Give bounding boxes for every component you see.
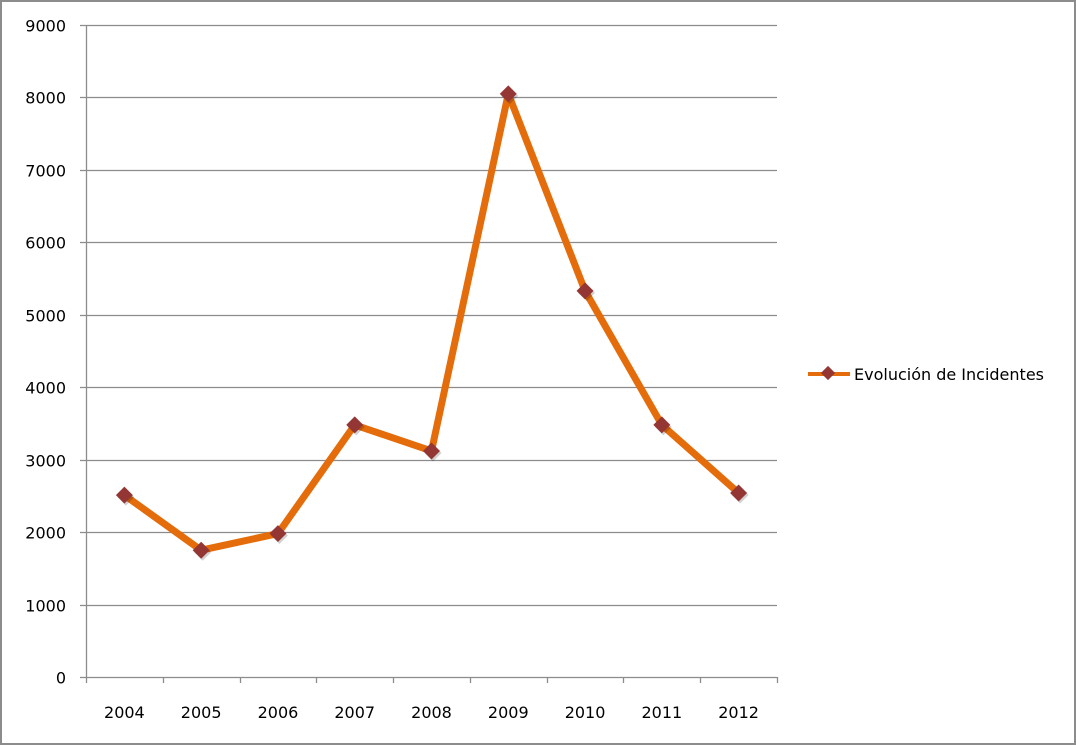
diamond-marker-icon [115,486,133,504]
x-tick-label: 2004 [104,703,145,722]
y-tick-label: 6000 [25,234,66,253]
y-tick-label: 1000 [25,597,66,616]
y-axis: 0 1000 2000 3000 4000 5000 6000 7000 8000 9000 [25,17,88,688]
diamond-marker-icon [346,416,364,434]
x-tick-label: 2007 [334,703,375,722]
legend-label: Evolución de Incidentes [854,365,1044,384]
diamond-marker-icon [730,484,748,502]
x-tick-label: 2009 [488,703,529,722]
y-tick-label: 9000 [25,17,66,36]
diamond-marker-icon [269,525,287,543]
y-tick-label: 8000 [25,89,66,108]
x-tick-label: 2006 [258,703,299,722]
gridlines [80,24,777,607]
y-tick-label: 3000 [25,452,66,471]
y-tick-label: 5000 [25,307,66,326]
y-tick-label: 0 [56,669,66,688]
legend: Evolución de Incidentes [808,365,1044,384]
x-tick-label: 2008 [411,703,452,722]
diamond-marker-icon [499,85,517,103]
legend-diamond-marker-icon [820,365,836,381]
x-tick-label: 2011 [641,703,682,722]
series-line [122,90,741,554]
y-tick-label: 7000 [25,162,66,181]
x-axis: 2004 2005 2006 2007 2008 2009 2010 2011 2012 [85,676,779,722]
diamond-marker-icon [192,541,210,559]
y-tick-label: 4000 [25,379,66,398]
x-tick-label: 2005 [181,703,222,722]
diamond-marker-icon [653,416,671,434]
y-tick-label: 2000 [25,524,66,543]
x-tick-label: 2012 [718,703,759,722]
x-tick-label: 2010 [565,703,606,722]
diamond-marker-icon [423,442,440,460]
series-evolucion-de-incidentes [115,85,749,561]
diamond-marker-icon [576,282,594,300]
